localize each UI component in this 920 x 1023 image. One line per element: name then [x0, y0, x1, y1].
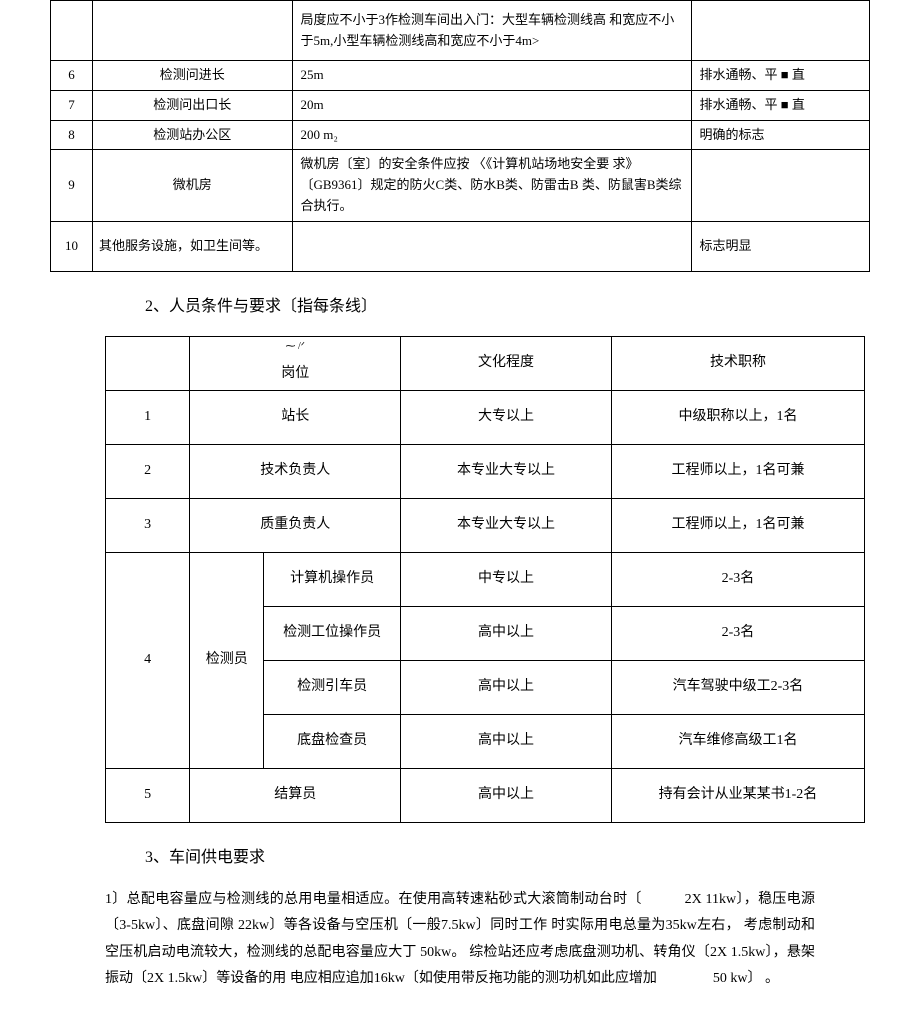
row-title: 持有会计从业某某书1-2名 [611, 768, 864, 822]
row-pos: 结算员 [190, 768, 401, 822]
row-num: 3 [106, 498, 190, 552]
group-label: 检测员 [190, 552, 264, 768]
subrow-edu: 高中以上 [401, 606, 612, 660]
row-name: 检测站办公区 [93, 120, 293, 150]
row-name: 微机房 [93, 150, 293, 221]
section-2-title: 2、人员条件与要求〔指每条线〕 [145, 292, 870, 316]
row-edu: 大专以上 [401, 390, 612, 444]
row-edu: 本专业大专以上 [401, 498, 612, 552]
subrow-pos: 底盘检查员 [264, 714, 401, 768]
row-remark: 明确的标志 [691, 120, 870, 150]
paragraph-1: 1〕总配电容量应与检测线的总用电量相适应。在使用高转速粘砂式大滚筒制动台时〔 2… [105, 887, 815, 993]
row-num [51, 1, 93, 61]
row-remark [691, 1, 870, 61]
row-spec: 微机房〔室〕的安全条件应按 〈《计算机站场地安全要 求》〔GB9361〕规定的防… [292, 150, 691, 221]
row-num: 5 [106, 768, 190, 822]
header-title: 技术职称 [611, 336, 864, 390]
header-education: 文化程度 [401, 336, 612, 390]
subrow-pos: 检测工位操作员 [264, 606, 401, 660]
row-remark: 排水通畅、平 ■ 直 [691, 61, 870, 91]
header-empty [106, 336, 190, 390]
row-title: 中级职称以上，1名 [611, 390, 864, 444]
row-num: 7 [51, 90, 93, 120]
row-num: 6 [51, 61, 93, 91]
row-spec: 25m [292, 61, 691, 91]
row-name: 检测问出口长 [93, 90, 293, 120]
row-spec: 200 m₂ [292, 120, 691, 150]
group-num: 4 [106, 552, 190, 768]
facilities-table: 局度应不小于3作检测车间出入门：大型车辆检测线高 和宽应不小于5m,小型车辆检测… [50, 0, 870, 272]
row-num: 8 [51, 120, 93, 150]
row-name [93, 1, 293, 61]
row-num: 10 [51, 221, 93, 271]
section-3-title: 3、车间供电要求 [145, 843, 870, 867]
subrow-title: 2-3名 [611, 552, 864, 606]
row-num: 9 [51, 150, 93, 221]
subrow-edu: 高中以上 [401, 714, 612, 768]
personnel-table: ⁓ /ᐟ 岗位 文化程度 技术职称 1 站长 大专以上 中级职称以上，1名 2 … [105, 336, 865, 823]
row-pos: 质重负责人 [190, 498, 401, 552]
row-remark: 标志明显 [691, 221, 870, 271]
row-pos: 站长 [190, 390, 401, 444]
subrow-title: 汽车驾驶中级工2-3名 [611, 660, 864, 714]
row-remark [691, 150, 870, 221]
row-spec: 20m [292, 90, 691, 120]
subrow-title: 汽车维修高级工1名 [611, 714, 864, 768]
subrow-edu: 中专以上 [401, 552, 612, 606]
row-edu: 本专业大专以上 [401, 444, 612, 498]
row-title: 工程师以上，1名可兼 [611, 498, 864, 552]
row-remark: 排水通畅、平 ■ 直 [691, 90, 870, 120]
header-position: ⁓ /ᐟ 岗位 [190, 336, 401, 390]
subrow-title: 2-3名 [611, 606, 864, 660]
row-num: 1 [106, 390, 190, 444]
row-title: 工程师以上，1名可兼 [611, 444, 864, 498]
subrow-pos: 计算机操作员 [264, 552, 401, 606]
row-spec [292, 221, 691, 271]
row-name: 检测问进长 [93, 61, 293, 91]
row-num: 2 [106, 444, 190, 498]
subrow-pos: 检测引车员 [264, 660, 401, 714]
row-spec: 局度应不小于3作检测车间出入门：大型车辆检测线高 和宽应不小于5m,小型车辆检测… [292, 1, 691, 61]
subrow-edu: 高中以上 [401, 660, 612, 714]
row-pos: 技术负责人 [190, 444, 401, 498]
row-edu: 高中以上 [401, 768, 612, 822]
row-name: 其他服务设施，如卫生间等。 [93, 221, 293, 271]
